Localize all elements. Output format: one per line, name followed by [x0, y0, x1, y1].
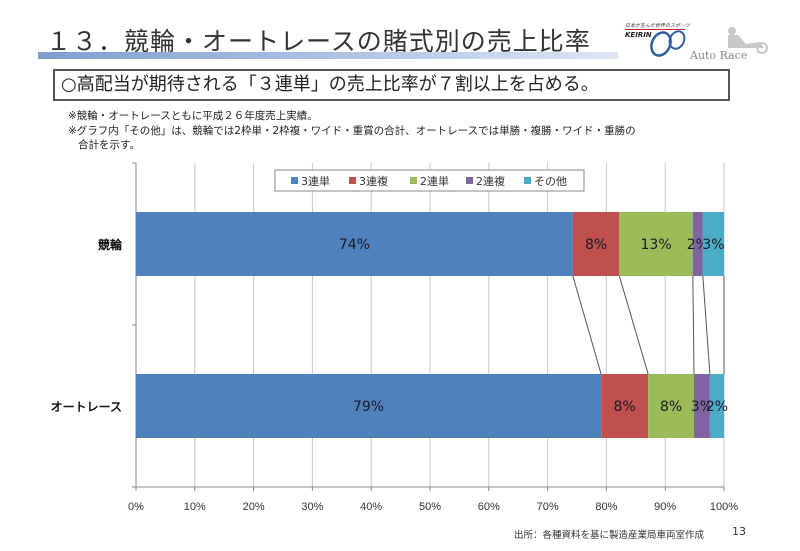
x-tick-label: 40%	[360, 501, 382, 513]
series-line	[692, 275, 695, 375]
legend-label: 3連複	[359, 174, 388, 188]
bar-segment-0-4	[702, 212, 724, 276]
legend-swatch	[410, 177, 417, 184]
x-tick-label: 80%	[595, 501, 617, 513]
data-label: 79%	[353, 399, 384, 415]
bar-segment-1-4	[709, 374, 724, 438]
keirin-logo: 日本が生んだ世界のスポーツ KEIRIN	[625, 22, 715, 57]
title-underline-bar	[38, 52, 618, 59]
auto-race-logo: Auto Race	[690, 26, 790, 66]
series-line	[572, 275, 602, 375]
note-other-definition: ※グラフ内「その他」は、競輪では2枠単・2枠複・ワイド・重賞の合計、オートレース…	[68, 125, 636, 137]
auto-race-wordmark: Auto Race	[690, 49, 748, 62]
x-tick-label: 70%	[537, 501, 559, 513]
x-tick-label: 20%	[243, 501, 265, 513]
legend-label: 2連複	[476, 174, 505, 188]
category-label: オートレース	[51, 400, 122, 414]
x-tick-label: 100%	[710, 501, 738, 513]
x-tick-label: 10%	[184, 501, 206, 513]
legend	[274, 169, 585, 192]
legend-label: その他	[534, 175, 567, 188]
source-footer: 出所：各種資料を基に製造産業局車両室作成	[514, 530, 705, 541]
bar-segment-0-1	[572, 212, 620, 276]
bar-segment-0-0	[136, 212, 573, 276]
data-label: 2%	[706, 399, 728, 415]
x-tick-label: 50%	[419, 501, 441, 513]
legend-swatch	[524, 177, 531, 184]
headline-box: ○高配当が期待される「３連単」の売上比率が７割以上を占める。	[53, 69, 730, 101]
keirin-rings-icon	[650, 30, 686, 57]
x-tick-label: 30%	[301, 501, 323, 513]
bar-segment-0-3	[692, 212, 703, 276]
legend-swatch	[349, 177, 356, 184]
data-label: 8%	[660, 399, 682, 415]
note-fiscal-year: ※競輪・オートレースともに平成２６年度売上実績。	[68, 110, 318, 122]
data-label: 8%	[585, 237, 607, 253]
motorcycle-rider-icon	[728, 27, 768, 54]
bar-segment-1-0	[136, 374, 602, 438]
note-other-definition-cont: 合計を示す。	[78, 139, 140, 151]
x-tick-label: 90%	[654, 501, 676, 513]
bar-segment-1-2	[648, 374, 695, 438]
legend-swatch	[291, 177, 298, 184]
data-label: 3%	[691, 399, 713, 415]
slide-title: １３．競輪・オートレースの賭式別の売上比率	[46, 27, 591, 56]
legend-label: 2連単	[420, 174, 449, 188]
legend-swatch	[466, 177, 473, 184]
x-tick-label: 60%	[478, 501, 500, 513]
legend-label: 3連単	[301, 174, 330, 188]
bar-segment-0-2	[619, 212, 693, 276]
category-label: 競輪	[98, 237, 123, 252]
keirin-wordmark: KEIRIN	[625, 31, 652, 39]
data-label: 13%	[641, 237, 672, 253]
data-label: 8%	[614, 399, 636, 415]
series-line	[618, 275, 649, 375]
bar-segment-1-1	[601, 374, 649, 438]
x-tick-label: 0%	[128, 501, 144, 513]
bar-segment-1-3	[694, 374, 710, 438]
page-number: 13	[732, 525, 746, 538]
series-line	[702, 275, 711, 375]
keirin-tagline: 日本が生んだ世界のスポーツ	[625, 23, 690, 30]
data-label: 74%	[339, 237, 370, 253]
data-label: 3%	[702, 237, 724, 253]
